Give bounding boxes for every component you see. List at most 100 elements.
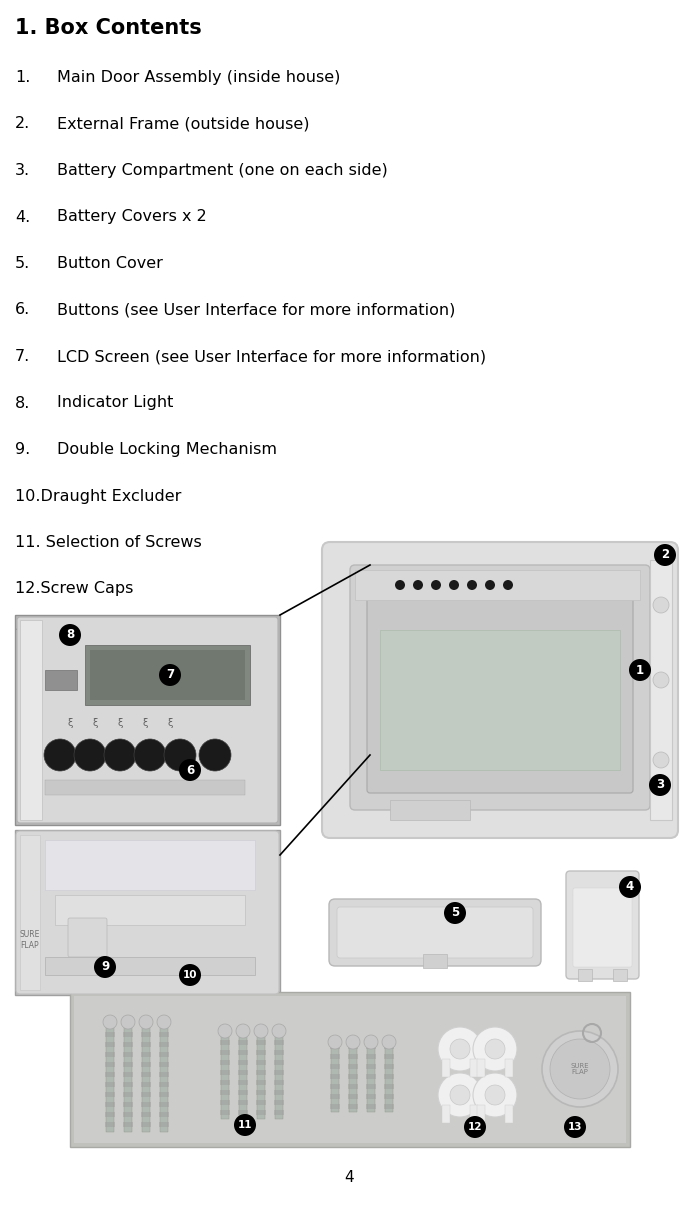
Bar <box>105 1042 115 1047</box>
Circle shape <box>503 580 513 590</box>
Bar <box>159 1103 169 1107</box>
Text: ξ: ξ <box>167 718 173 728</box>
Bar <box>390 800 470 819</box>
Text: 13.Collar Tag: 13.Collar Tag <box>15 628 120 643</box>
Text: 2: 2 <box>661 548 669 562</box>
Text: External Frame (outside house): External Frame (outside house) <box>57 117 310 131</box>
Bar <box>470 1059 478 1077</box>
Bar <box>141 1072 151 1077</box>
Bar <box>123 1031 133 1038</box>
Circle shape <box>444 903 466 924</box>
Bar <box>578 969 592 981</box>
Bar <box>141 1092 151 1097</box>
Bar <box>384 1064 394 1069</box>
Bar <box>275 1031 283 1119</box>
Bar <box>348 1064 358 1069</box>
Text: 1.: 1. <box>15 70 30 86</box>
Bar <box>423 954 447 968</box>
Bar <box>45 957 255 975</box>
Bar <box>123 1072 133 1077</box>
Circle shape <box>346 1035 360 1050</box>
Text: Battery Covers x 2: Battery Covers x 2 <box>57 210 207 224</box>
Bar <box>348 1044 358 1050</box>
Circle shape <box>382 1035 396 1050</box>
Circle shape <box>139 1015 153 1029</box>
Text: 9: 9 <box>101 960 109 974</box>
FancyBboxPatch shape <box>367 587 633 793</box>
Circle shape <box>364 1035 378 1050</box>
Circle shape <box>179 759 201 781</box>
Bar <box>238 1060 248 1065</box>
Bar <box>650 560 672 819</box>
Circle shape <box>653 672 669 688</box>
Bar <box>238 1050 248 1056</box>
Circle shape <box>328 1035 342 1050</box>
Bar <box>477 1105 485 1123</box>
Bar <box>470 1105 478 1123</box>
Bar <box>274 1040 284 1045</box>
Bar <box>45 840 255 890</box>
Circle shape <box>157 1015 171 1029</box>
Circle shape <box>431 580 441 590</box>
Bar <box>159 1112 169 1117</box>
Circle shape <box>485 1084 505 1105</box>
Bar <box>256 1091 266 1095</box>
Circle shape <box>74 739 106 771</box>
Text: 4.: 4. <box>15 210 30 224</box>
Bar <box>256 1080 266 1084</box>
Bar <box>141 1122 151 1127</box>
Bar <box>159 1092 169 1097</box>
Text: 11: 11 <box>238 1119 252 1130</box>
Bar <box>106 1022 114 1131</box>
FancyBboxPatch shape <box>350 565 650 810</box>
Text: Buttons (see User Interface for more information): Buttons (see User Interface for more inf… <box>57 302 455 317</box>
Bar <box>257 1031 265 1119</box>
Text: 9.: 9. <box>15 442 30 457</box>
Circle shape <box>629 659 651 681</box>
Bar <box>123 1092 133 1097</box>
Text: Indicator Light: Indicator Light <box>57 395 173 411</box>
Bar <box>141 1052 151 1057</box>
Bar <box>331 1042 339 1112</box>
Bar <box>366 1044 376 1050</box>
Text: Double Locking Mechanism: Double Locking Mechanism <box>57 442 277 457</box>
Circle shape <box>649 774 671 797</box>
Text: 12: 12 <box>468 1122 482 1131</box>
Bar <box>159 1052 169 1057</box>
Bar <box>330 1094 340 1099</box>
Text: Main Door Assembly (inside house): Main Door Assembly (inside house) <box>57 70 340 86</box>
Circle shape <box>199 739 231 771</box>
Circle shape <box>564 1116 586 1138</box>
FancyBboxPatch shape <box>68 918 107 957</box>
Bar <box>105 1031 115 1038</box>
Text: Battery Compartment (one on each side): Battery Compartment (one on each side) <box>57 163 388 178</box>
Text: 4: 4 <box>626 881 634 893</box>
Bar <box>159 1082 169 1087</box>
Circle shape <box>438 1072 482 1117</box>
Bar <box>366 1064 376 1069</box>
FancyBboxPatch shape <box>16 831 279 994</box>
Text: 3.: 3. <box>15 163 30 178</box>
Bar <box>348 1094 358 1099</box>
Bar <box>256 1060 266 1065</box>
Bar <box>123 1062 133 1066</box>
Bar <box>349 1042 357 1112</box>
Circle shape <box>485 580 495 590</box>
Bar <box>330 1044 340 1050</box>
Bar <box>366 1074 376 1078</box>
Text: 1. Box Contents: 1. Box Contents <box>15 18 202 39</box>
Bar <box>384 1094 394 1099</box>
Bar <box>384 1084 394 1089</box>
Circle shape <box>236 1024 250 1038</box>
Bar <box>366 1104 376 1109</box>
Bar <box>55 895 245 925</box>
Bar <box>385 1042 393 1112</box>
Bar <box>238 1100 248 1105</box>
Text: Button Cover: Button Cover <box>57 255 163 271</box>
Bar <box>274 1080 284 1084</box>
Bar <box>141 1103 151 1107</box>
Text: 2.: 2. <box>15 117 30 131</box>
Bar <box>348 1074 358 1078</box>
Circle shape <box>272 1024 286 1038</box>
Bar <box>123 1112 133 1117</box>
